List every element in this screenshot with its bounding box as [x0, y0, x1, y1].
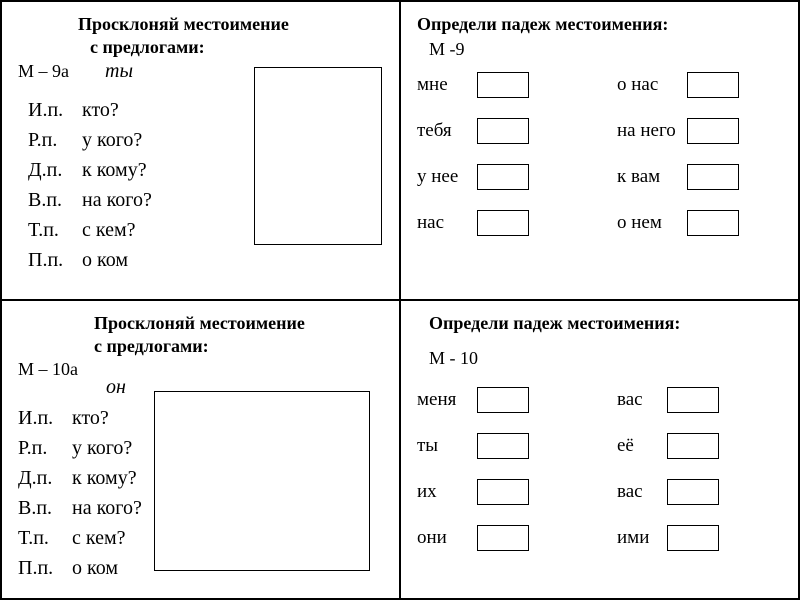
exercise-row: нас о нем [417, 210, 782, 236]
exercise-rows-top-right: мне о нас тебя на него у нее к вам нас о… [417, 72, 782, 236]
answer-input[interactable] [477, 525, 529, 551]
word-label: о нем [617, 212, 681, 234]
marker-top-left: М – 9а [18, 61, 69, 82]
pronoun-top-left: ты [105, 60, 133, 83]
cell-bottom-right: Определи падеж местоимения: М - 10 меня … [400, 300, 799, 599]
word-label: к вам [617, 166, 681, 188]
case-label: Р.п. [28, 125, 72, 155]
word-label: тебя [417, 120, 471, 142]
answer-input[interactable] [477, 210, 529, 236]
answer-input[interactable] [477, 387, 529, 413]
exercise-row: они ими [417, 525, 782, 551]
word-label: у нее [417, 166, 471, 188]
case-label: Р.п. [18, 433, 62, 463]
cell-top-left: Просклоняй местоимение с предлогами: М –… [1, 1, 400, 300]
case-label: В.п. [18, 493, 62, 523]
answer-box[interactable] [154, 391, 370, 571]
case-question: на кого? [72, 493, 142, 523]
case-row: П.п. о ком [28, 245, 383, 275]
exercise-row: мне о нас [417, 72, 782, 98]
answer-input[interactable] [477, 433, 529, 459]
word-label: их [417, 481, 471, 503]
marker-bottom-left: М – 10а [18, 359, 78, 380]
case-label: И.п. [28, 95, 72, 125]
word-label: ими [617, 527, 661, 549]
pronoun-bottom-left: он [106, 376, 126, 399]
word-label: мне [417, 74, 471, 96]
case-question: к кому? [82, 155, 147, 185]
title-bottom-left: Просклоняй местоимение [94, 313, 383, 334]
exercise-row: их вас [417, 479, 782, 505]
exercise-row: у нее к вам [417, 164, 782, 190]
exercise-row: ты её [417, 433, 782, 459]
answer-box[interactable] [254, 67, 382, 245]
answer-input[interactable] [667, 433, 719, 459]
word-label: нас [417, 212, 471, 234]
subtitle-top-left: с предлогами: [90, 37, 383, 58]
case-question: с кем? [72, 523, 126, 553]
answer-input[interactable] [477, 479, 529, 505]
answer-input[interactable] [477, 164, 529, 190]
word-label: на него [617, 120, 681, 142]
word-label: меня [417, 389, 471, 411]
answer-input[interactable] [477, 72, 529, 98]
case-label: Д.п. [28, 155, 72, 185]
answer-input[interactable] [477, 118, 529, 144]
answer-input[interactable] [667, 387, 719, 413]
case-question: кто? [82, 95, 119, 125]
answer-input[interactable] [687, 210, 739, 236]
cell-top-right: Определи падеж местоимения: М -9 мне о н… [400, 1, 799, 300]
word-label: вас [617, 481, 661, 503]
answer-input[interactable] [667, 525, 719, 551]
exercise-rows-bottom-right: меня вас ты её их вас они ими [417, 387, 782, 551]
case-label: П.п. [18, 553, 62, 583]
case-question: на кого? [82, 185, 152, 215]
case-label: Д.п. [18, 463, 62, 493]
word-label: её [617, 435, 661, 457]
subtitle-bottom-left: с предлогами: [94, 336, 383, 357]
case-label: Т.п. [18, 523, 62, 553]
word-label: ты [417, 435, 471, 457]
title-bottom-right: Определи падеж местоимения: [429, 313, 782, 334]
case-label: Т.п. [28, 215, 72, 245]
case-label: П.п. [28, 245, 72, 275]
title-top-left: Просклоняй местоимение [78, 14, 383, 35]
case-question: к кому? [72, 463, 137, 493]
case-question: у кого? [72, 433, 132, 463]
case-label: И.п. [18, 403, 62, 433]
answer-input[interactable] [687, 118, 739, 144]
answer-input[interactable] [667, 479, 719, 505]
case-question: у кого? [82, 125, 142, 155]
case-question: о ком [72, 553, 118, 583]
exercise-row: тебя на него [417, 118, 782, 144]
title-top-right: Определи падеж местоимения: [417, 14, 782, 35]
cell-bottom-left: Просклоняй местоимение с предлогами: М –… [1, 300, 400, 599]
word-label: о нас [617, 74, 681, 96]
exercise-row: меня вас [417, 387, 782, 413]
case-question: кто? [72, 403, 109, 433]
marker-top-right: М -9 [429, 39, 782, 60]
marker-bottom-right: М - 10 [429, 348, 782, 369]
word-label: вас [617, 389, 661, 411]
case-question: с кем? [82, 215, 136, 245]
answer-input[interactable] [687, 72, 739, 98]
answer-input[interactable] [687, 164, 739, 190]
case-question: о ком [82, 245, 128, 275]
worksheet-grid: Просклоняй местоимение с предлогами: М –… [0, 0, 800, 600]
word-label: они [417, 527, 471, 549]
case-label: В.п. [28, 185, 72, 215]
